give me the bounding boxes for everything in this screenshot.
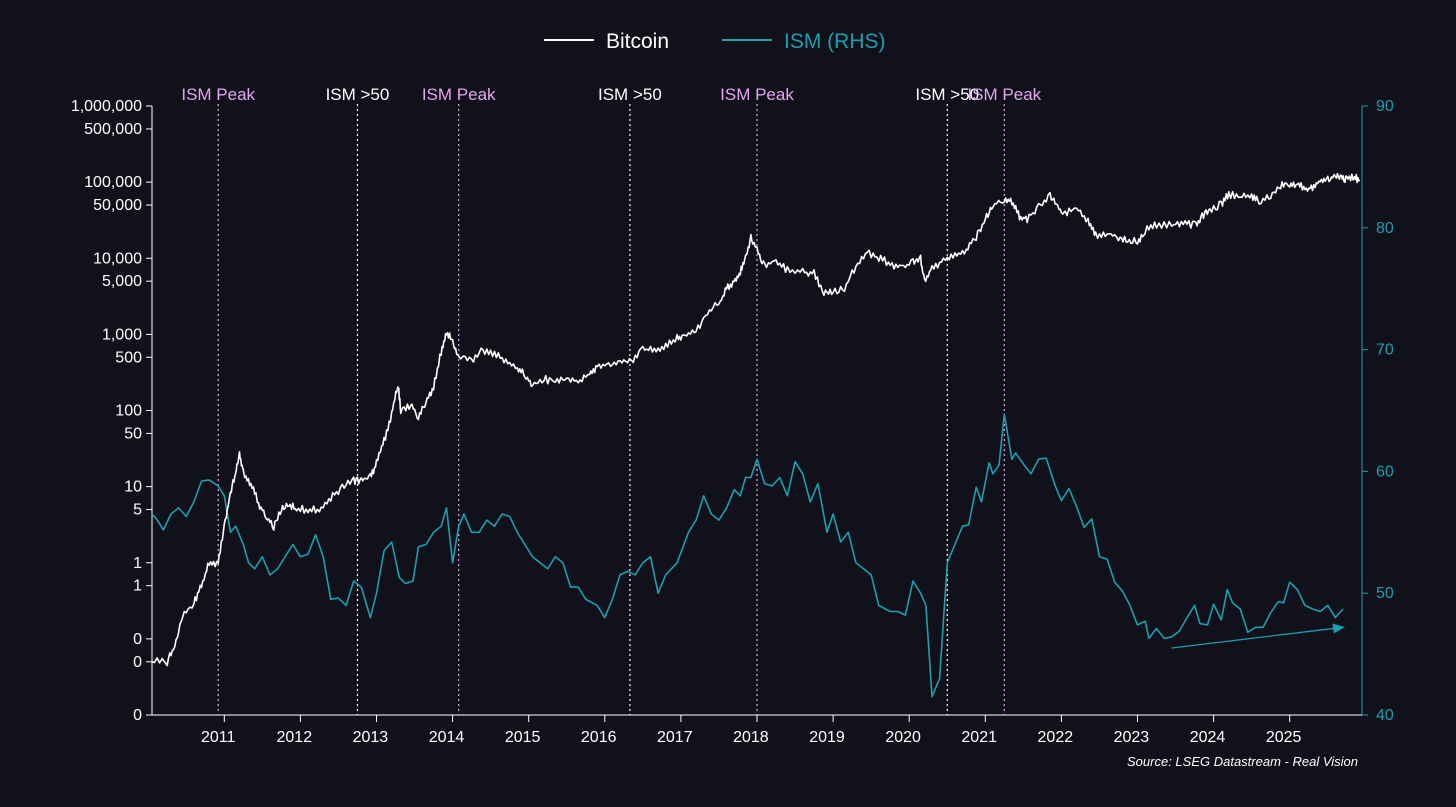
left-tick-label: 5,000 [102, 273, 142, 290]
left-tick-label: 500 [115, 349, 142, 366]
left-tick-label: 1 [133, 578, 142, 595]
left-tick-label: 10,000 [93, 250, 142, 267]
x-tick-label: 2011 [201, 729, 236, 746]
right-tick-label: 40 [1376, 707, 1394, 724]
legend-item-bitcoin[interactable]: Bitcoin [544, 30, 669, 53]
legend-label-ism: ISM (RHS) [784, 30, 886, 53]
x-tick-label: 2012 [277, 729, 313, 746]
x-tick-label: 2025 [1266, 729, 1302, 746]
x-tick-label: 2017 [657, 729, 693, 746]
left-tick-label: 0 [133, 707, 142, 724]
x-tick-label: 2019 [809, 729, 845, 746]
left-tick-label: 0 [133, 654, 142, 671]
right-tick-label: 60 [1376, 463, 1394, 480]
event-markers: ISM Peak ISM >50 ISM Peak ISM >50 ISM Peak IS… [181, 85, 1042, 715]
event-label: ISM >50 [598, 85, 662, 104]
left-tick-label: 0 [133, 631, 142, 648]
x-tick-label: 2021 [961, 729, 997, 746]
left-tick-label: 100 [115, 403, 142, 420]
left-tick-label: 1,000 [102, 326, 142, 343]
x-axis-ticks: 2011 2012 2013 2014 2015 2016 2017 2018 2019 2020… [201, 715, 1302, 746]
right-tick-label: 80 [1376, 220, 1394, 237]
x-tick-label: 2020 [885, 729, 921, 746]
right-tick-label: 50 [1376, 585, 1394, 602]
x-tick-label: 2022 [1038, 729, 1074, 746]
left-axis-ticks: 1,000,000 500,000 100,000 50,000 10,000 5,000… [71, 98, 152, 724]
x-tick-label: 2024 [1190, 729, 1226, 746]
left-tick-label: 10 [124, 479, 142, 496]
ism-series-line [151, 413, 1344, 698]
x-tick-label: 2013 [353, 729, 389, 746]
x-tick-label: 2023 [1114, 729, 1150, 746]
legend-label-bitcoin: Bitcoin [606, 30, 669, 53]
right-axis-ticks: 90 80 70 60 50 40 [1362, 98, 1394, 724]
event-label: ISM >50 [326, 85, 390, 104]
left-tick-label: 100,000 [84, 174, 142, 191]
ism-trend-arrow [1171, 623, 1345, 649]
left-tick-label: 1 [133, 555, 142, 572]
left-tick-label: 1,000,000 [71, 98, 142, 115]
source-note: Source: LSEG Datastream - Real Vision [1127, 754, 1358, 769]
left-tick-label: 5 [133, 502, 142, 519]
right-tick-label: 90 [1376, 98, 1394, 115]
x-tick-label: 2018 [733, 729, 769, 746]
bitcoin-series-line [151, 172, 1361, 667]
x-tick-label: 2016 [581, 729, 617, 746]
left-tick-label: 50,000 [93, 197, 142, 214]
event-label: ISM Peak [422, 85, 496, 104]
x-tick-label: 2014 [429, 729, 465, 746]
event-label: ISM Peak [967, 85, 1041, 104]
event-label: ISM Peak [181, 85, 255, 104]
legend-item-ism[interactable]: ISM (RHS) [722, 30, 886, 53]
left-tick-label: 50 [124, 425, 142, 442]
left-tick-label: 500,000 [84, 121, 142, 138]
right-tick-label: 70 [1376, 342, 1394, 359]
x-tick-label: 2015 [505, 729, 541, 746]
event-label: ISM Peak [720, 85, 794, 104]
event-label: ISM >50 [915, 85, 979, 104]
legend: Bitcoin ISM (RHS) [544, 30, 886, 53]
